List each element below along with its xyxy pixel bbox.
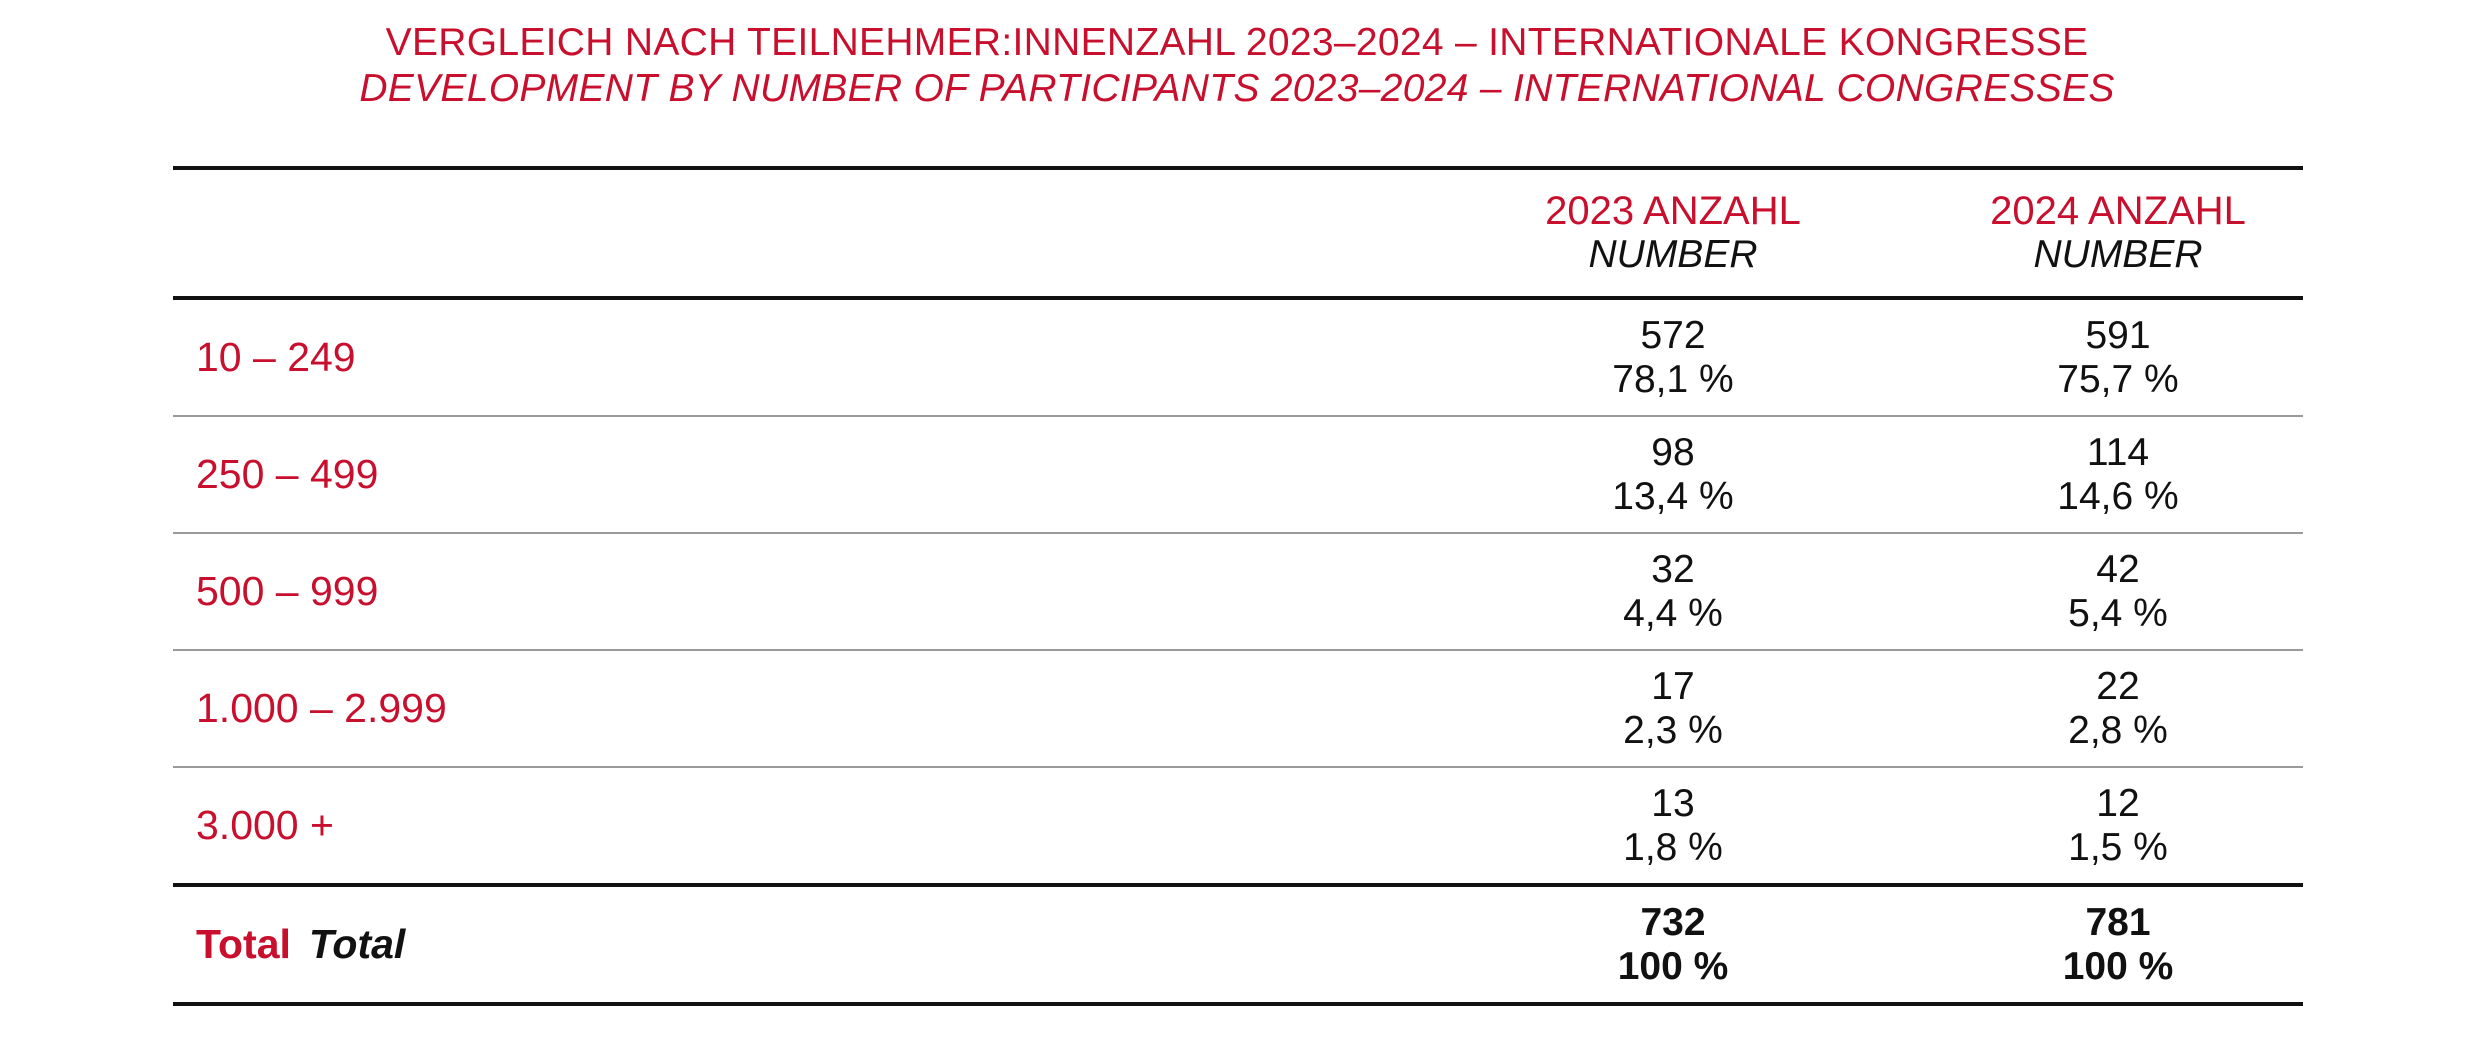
cell-2024: 12 1,5 % [1933,782,2303,870]
total-row: Total Total 732 100 % 781 100 % [173,887,2303,1002]
table-bottom-rule [173,1002,2303,1006]
table-row: 1.000 – 2.999 17 2,3 % 22 2,8 % [173,651,2303,766]
value-2024: 12 [2096,781,2140,825]
value-2024: 22 [2096,664,2140,708]
header-2024-en: NUMBER [2033,233,2203,276]
total-2024: 781 100 % [1933,901,2303,989]
value-2023: 98 [1651,430,1695,474]
row-label: 10 – 249 [196,334,356,380]
header-2024-de: 2024 ANZAHL [1990,189,2246,233]
total-value-2024: 781 [2085,900,2151,944]
row-label: 3.000 + [196,802,334,848]
table-row: 250 – 499 98 13,4 % 114 14,6 % [173,417,2303,532]
row-label: 500 – 999 [196,568,379,614]
total-label: Total Total [173,921,1413,968]
total-percent-2023: 100 % [1617,944,1729,988]
row-divider [173,766,2303,768]
table-row: 500 – 999 32 4,4 % 42 5,4 % [173,534,2303,649]
header-bottom-rule [173,296,2303,300]
header-2023: 2023 ANZAHL NUMBER [1413,189,1933,277]
value-2023: 13 [1651,781,1695,825]
total-label-en: Total [308,921,406,967]
total-top-rule [173,883,2303,887]
header-2023-de: 2023 ANZAHL [1545,189,1801,233]
row-divider [173,649,2303,651]
value-2024: 114 [2086,430,2150,474]
cell-2024: 42 5,4 % [1933,548,2303,636]
cell-2023: 32 4,4 % [1413,548,1933,636]
percent-2024: 5,4 % [2068,591,2168,635]
value-2023: 32 [1651,547,1695,591]
cell-2023: 572 78,1 % [1413,314,1933,402]
title-english: DEVELOPMENT BY NUMBER OF PARTICIPANTS 20… [359,67,2115,110]
percent-2023: 4,4 % [1623,591,1723,635]
total-percent-2024: 100 % [2062,944,2174,988]
row-label: 1.000 – 2.999 [196,685,447,731]
value-2023: 17 [1651,664,1695,708]
value-2024: 591 [2085,313,2151,357]
table-row: 10 – 249 572 78,1 % 591 75,7 % [173,300,2303,415]
percent-2024: 75,7 % [2057,357,2179,401]
total-2023: 732 100 % [1413,901,1933,989]
table-top-rule [173,166,2303,170]
percent-2024: 2,8 % [2068,708,2168,752]
table-header-row: 2023 ANZAHL NUMBER 2024 ANZAHL NUMBER [173,170,2303,296]
row-label: 250 – 499 [196,451,379,497]
cell-2023: 17 2,3 % [1413,665,1933,753]
percent-2023: 78,1 % [1612,357,1734,401]
percent-2024: 14,6 % [2057,474,2179,518]
percent-2023: 13,4 % [1612,474,1734,518]
percent-2024: 1,5 % [2068,825,2168,869]
cell-2024: 22 2,8 % [1933,665,2303,753]
row-divider [173,532,2303,534]
total-value-2023: 732 [1640,900,1706,944]
table-row: 3.000 + 13 1,8 % 12 1,5 % [173,768,2303,883]
header-2024: 2024 ANZAHL NUMBER [1933,189,2303,277]
cell-2023: 98 13,4 % [1413,431,1933,519]
header-2023-en: NUMBER [1588,233,1758,276]
percent-2023: 2,3 % [1623,708,1723,752]
cell-2024: 591 75,7 % [1933,314,2303,402]
cell-2024: 114 14,6 % [1933,431,2303,519]
total-label-de: Total [196,921,291,967]
row-divider [173,415,2303,417]
value-2024: 42 [2096,547,2140,591]
value-2023: 572 [1640,313,1706,357]
table-title: VERGLEICH NACH TEILNEHMER:INNENZAHL 2023… [0,20,2474,112]
percent-2023: 1,8 % [1623,825,1723,869]
cell-2023: 13 1,8 % [1413,782,1933,870]
title-german: VERGLEICH NACH TEILNEHMER:INNENZAHL 2023… [385,21,2089,64]
participants-table: 2023 ANZAHL NUMBER 2024 ANZAHL NUMBER 10… [173,166,2303,1006]
